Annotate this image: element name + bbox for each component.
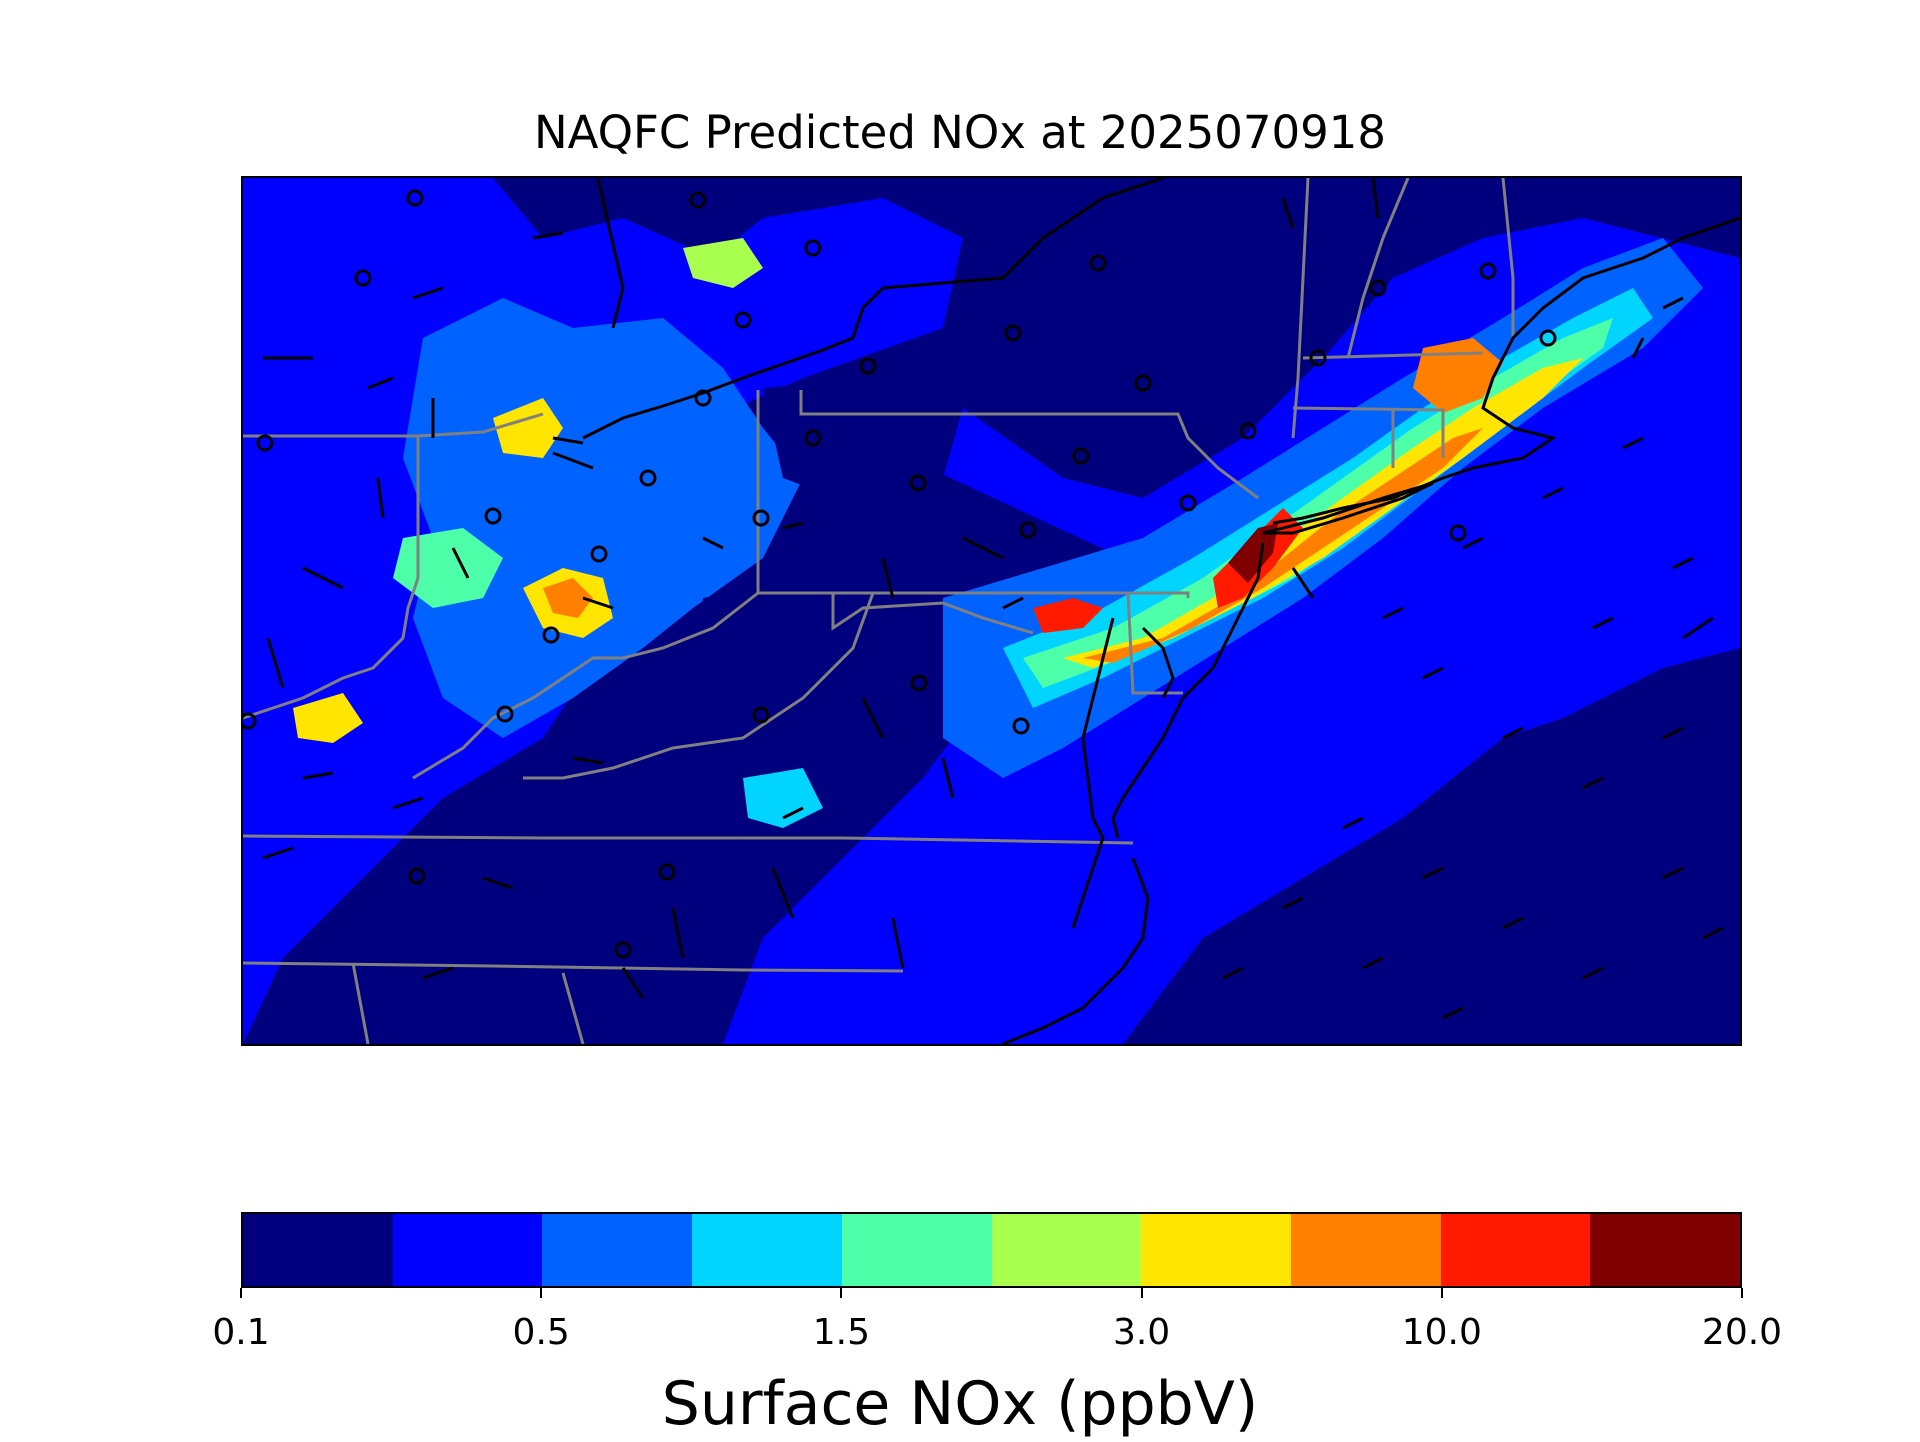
nox-concentration-map — [243, 178, 1740, 1044]
colorbar-tick-label: 20.0 — [1701, 1312, 1783, 1353]
concentration-fields — [243, 178, 1740, 1044]
station-markers — [243, 189, 1557, 959]
colorbar-segment-7 — [1141, 1214, 1291, 1286]
lake-ontario-shore — [851, 178, 1164, 339]
colorbar-tick — [840, 1288, 843, 1298]
colorbar-segment-2 — [392, 1214, 543, 1286]
field-green-albany — [683, 238, 763, 288]
field-green-ohio — [393, 528, 503, 608]
colorbar-segment-5 — [841, 1214, 992, 1286]
field-dark-pa — [763, 378, 963, 508]
colorbar-segment-4 — [692, 1214, 842, 1286]
colorbar-segment-8 — [1290, 1214, 1441, 1286]
colorbar-segment-10 — [1590, 1214, 1741, 1286]
field-yellow-cleveland — [493, 398, 563, 458]
colorbar-segment-9 — [1440, 1214, 1591, 1286]
colorbar-tick — [240, 1288, 242, 1298]
field-dark-north — [1103, 178, 1303, 348]
field-darkred-nyc — [1228, 523, 1278, 583]
colorbar-tick — [1440, 1288, 1443, 1298]
colorbar-segment-3 — [542, 1214, 693, 1286]
field-green-corridor — [1023, 318, 1613, 688]
colorbar-tick-label: 10.0 — [1401, 1312, 1482, 1353]
colorbar — [241, 1212, 1742, 1288]
colorbar-tick — [1140, 1288, 1143, 1298]
field-mid-blue — [403, 298, 803, 738]
lake-erie-shore — [582, 336, 854, 440]
canada-border — [596, 178, 625, 329]
colorbar-tick-label: 3.0 — [1112, 1312, 1171, 1353]
colorbar-segment-6 — [991, 1214, 1142, 1286]
nj-coast — [1181, 542, 1265, 700]
field-orange-corridor — [1083, 428, 1483, 663]
field-yellow-ohio-sw — [293, 693, 363, 743]
delaware-bay — [1141, 626, 1175, 699]
field-dark-atlantic — [1183, 648, 1740, 1044]
wind-barbs — [262, 178, 1724, 1020]
map-plot-area — [241, 176, 1742, 1046]
colorbar-tick-label: 1.5 — [812, 1312, 871, 1353]
state-boundaries — [243, 178, 1515, 1044]
chesapeake-bay — [1071, 617, 1115, 929]
field-orange-boston — [1413, 338, 1503, 413]
delmarva-coast — [1111, 697, 1185, 839]
field-dark-wv — [693, 578, 863, 718]
colorbar-tick-label: 0.1 — [212, 1312, 270, 1353]
colorbar-tick — [540, 1288, 543, 1298]
colorbar-tick-label: 0.5 — [512, 1312, 570, 1353]
coastlines — [582, 178, 1740, 1044]
carolina-coast — [1002, 857, 1150, 1044]
field-orange-pittsburgh — [543, 578, 593, 618]
colorbar-tick — [1741, 1288, 1743, 1298]
chart-title: NAQFC Predicted NOx at 2025070918 — [533, 106, 1387, 159]
field-cyan-south — [743, 768, 823, 828]
colorbar-segment-1 — [243, 1214, 393, 1286]
colorbar-label: Surface NOx (ppbV) — [661, 1369, 1259, 1439]
field-red-baltimore — [1033, 598, 1103, 633]
long-island — [1262, 481, 1434, 535]
